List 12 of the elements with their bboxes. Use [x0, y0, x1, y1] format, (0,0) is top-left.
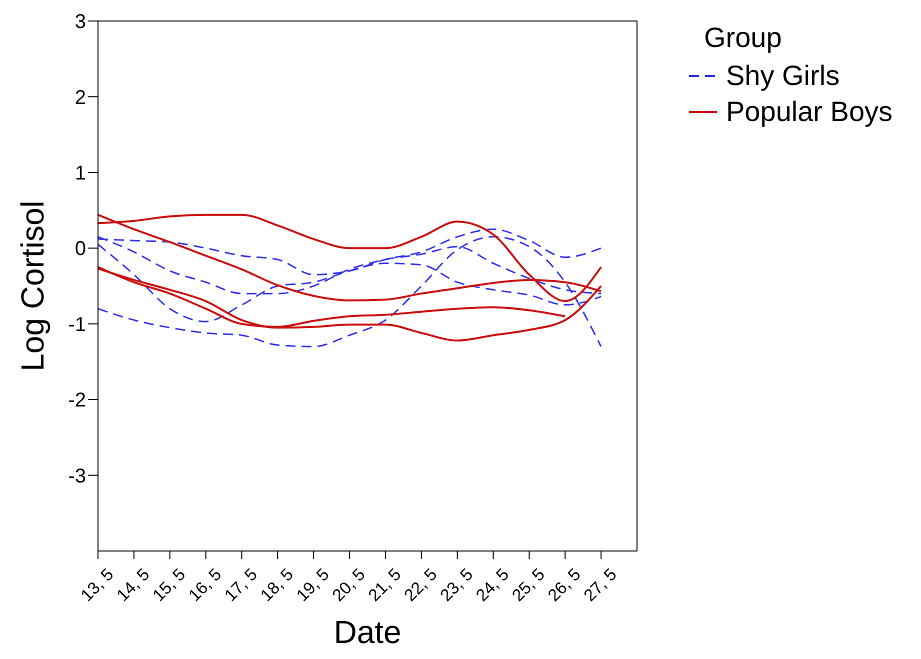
- legend-title: Group: [704, 22, 783, 54]
- y-axis-title: Log Cortisol: [14, 200, 50, 372]
- x-axis-title: Date: [334, 614, 402, 650]
- y-tick-label: 0: [74, 238, 86, 260]
- legend-label: Popular Boys: [726, 96, 893, 128]
- y-tick-label: -3: [68, 465, 86, 488]
- y-tick-label: -2: [68, 390, 86, 412]
- y-tick-label: 2: [74, 86, 86, 109]
- legend-label: Shy Girls: [726, 60, 840, 92]
- y-tick-label: -1: [68, 314, 86, 336]
- y-tick-label: 3: [74, 11, 86, 34]
- y-tick-label: 1: [74, 162, 86, 185]
